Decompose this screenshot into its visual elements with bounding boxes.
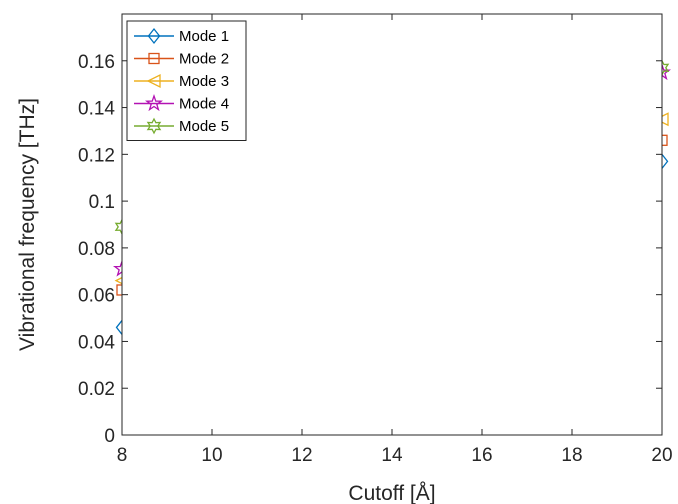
legend-item: Mode 2 [134,51,229,68]
legend-label: Mode 2 [179,51,229,68]
x-tick-label: 12 [291,445,312,466]
x-tick-label: 18 [561,445,582,466]
point-marker [144,94,164,112]
legend-item: Mode 1 [134,27,229,45]
y-tick-label: 0 [104,426,115,447]
legend-label: Mode 3 [179,73,229,90]
legend-item: Mode 3 [134,73,229,90]
legend: Mode 1 Mode 2 Mode 3 Mode 4 Mode 5 [126,20,247,141]
legend-item: Mode 5 [134,117,229,135]
point-marker [148,52,160,65]
x-axis-title: Cutoff [Å] [348,482,435,504]
y-tick-label: 0.14 [78,99,115,120]
x-tick-label: 20 [651,445,672,466]
y-tick-label: 0.06 [78,286,115,307]
point-marker [147,27,161,45]
x-tick-label: 8 [117,445,128,466]
legend-label: Mode 5 [179,118,229,135]
x-tick-label: 10 [201,445,222,466]
y-tick-label: 0.02 [78,379,115,400]
point-marker [146,117,162,135]
x-tick-label: 14 [381,445,403,466]
point-marker [146,73,161,89]
legend-label: Mode 1 [179,28,229,45]
y-tick-label: 0.1 [89,192,115,213]
legend-item: Mode 4 [134,94,229,113]
y-tick-label: 0.12 [78,145,115,166]
y-axis-title: Vibrational frequency [THz] [16,98,39,351]
y-tick-label: 0.08 [78,239,115,260]
legend-label: Mode 4 [179,96,229,113]
x-tick-label: 16 [471,445,492,466]
y-tick-label: 0.04 [78,332,115,353]
y-tick-label: 0.16 [78,52,115,73]
